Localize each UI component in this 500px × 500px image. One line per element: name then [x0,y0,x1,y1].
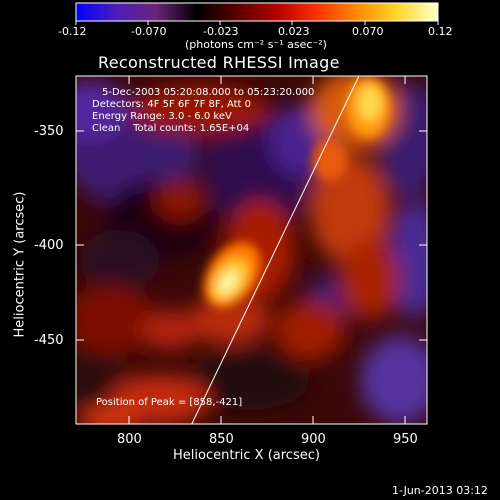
x-tick-label: 800 [117,432,142,447]
colorbar-tick-label: 0.023 [278,25,310,38]
colorbar-tick-label: 0.070 [352,25,384,38]
x-tick-label: 950 [393,432,418,447]
colorbar-tick-label: -0.023 [203,25,239,38]
y-axis-label: Heliocentric Y (arcsec) [12,191,28,338]
colorbar-tick-label: 0.12 [428,25,453,38]
y-tick-label: -350 [34,124,64,139]
solar-limb-line [191,76,360,424]
plot-frame [75,75,428,425]
colorbar-tick-label: -0.070 [131,25,167,38]
plot-title: Reconstructed RHESSI Image [98,53,340,72]
colorbar-units-label: (photons cm⁻² s⁻¹ asec⁻²) [185,38,327,51]
colorbar-tick-label: -0.12 [58,25,87,38]
rhessi-image [76,76,427,424]
footer-date: 1-Jun-2013 03:12 [392,484,488,497]
peak-position-label: Position of Peak = [858,-421] [96,397,243,408]
y-tick-label: -400 [34,238,64,253]
colorbar [75,2,439,25]
colorbar-ticks [75,21,439,25]
colorbar-gradient [75,2,439,22]
y-tick-label: -450 [34,333,64,348]
x-axis-label: Heliocentric X (arcsec) [173,448,320,463]
info-line: 5-Dec-2003 05:20:08.000 to 05:23:20.000 [102,87,315,98]
x-tick-label: 900 [301,432,326,447]
info-line: Clean Total counts: 1.65E+04 [92,123,250,134]
info-line: Energy Range: 3.0 - 6.0 keV [92,111,232,122]
info-line: Detectors: 4F 5F 6F 7F 8F, Att 0 [92,99,252,110]
x-tick-label: 850 [209,432,234,447]
